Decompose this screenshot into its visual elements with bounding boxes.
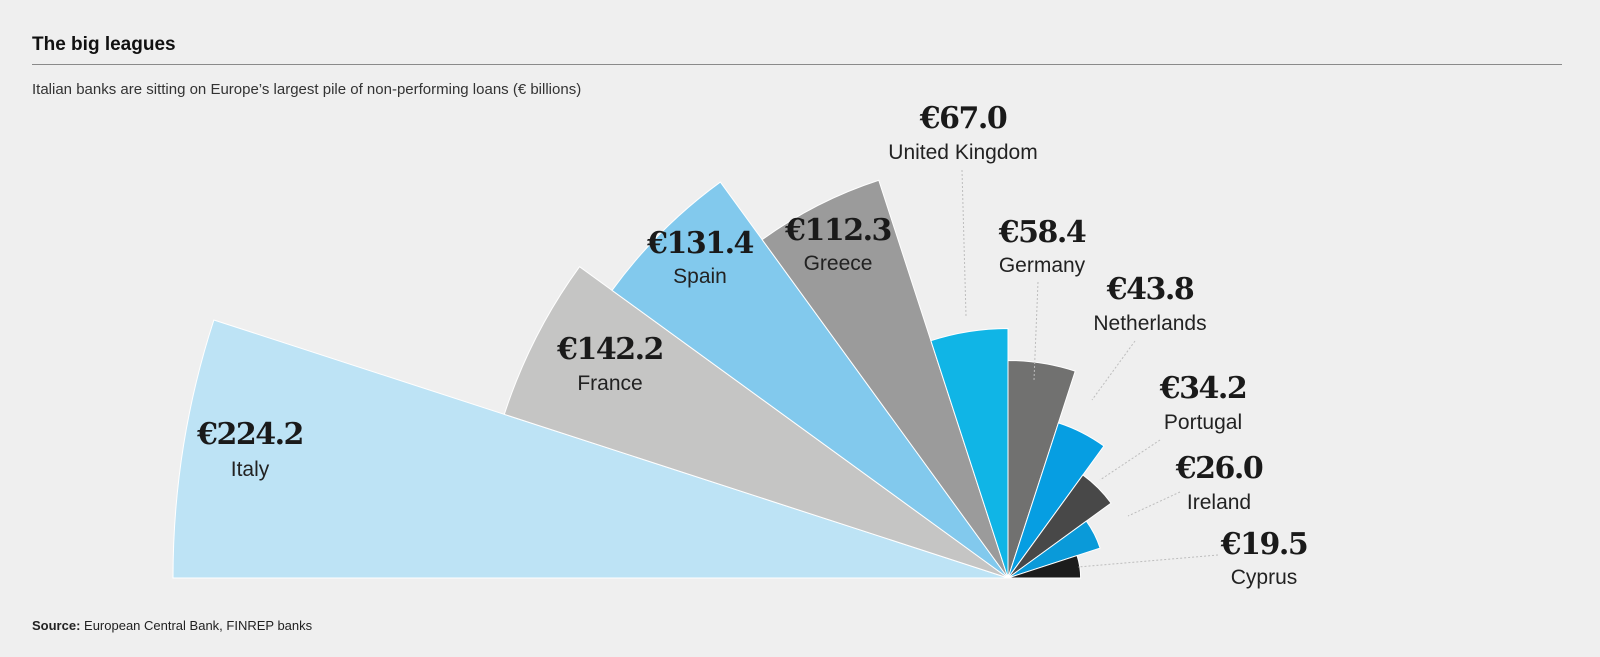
category-label-cyprus: Cyprus [1231,566,1298,589]
wedge-portugal [1007,474,1112,579]
value-label-cyprus: €19.5 [1220,527,1307,562]
source-label: Source: [32,618,81,633]
wedge-netherlands [1007,422,1105,579]
wedge-ireland [1007,520,1101,579]
category-label-italy: Italy [231,458,270,481]
category-label-united-kingdom: United Kingdom [888,141,1037,164]
value-label-france: €142.2 [556,332,663,367]
wedge-spain [611,181,1009,579]
leader-line-netherlands [1091,340,1136,401]
wedge-cyprus [1007,554,1082,579]
category-label-ireland: Ireland [1187,491,1251,514]
category-label-greece: Greece [804,252,873,275]
wedge-germany [1007,359,1076,579]
category-label-netherlands: Netherlands [1093,312,1206,335]
leader-line-united-kingdom [961,169,967,317]
value-label-united-kingdom: €67.0 [919,101,1007,136]
value-label-spain: €131.4 [646,226,753,261]
category-label-spain: Spain [673,265,727,288]
leader-line-germany [1033,281,1039,381]
value-label-portugal: €34.2 [1159,371,1246,406]
category-label-france: France [577,372,642,395]
chart-title: The big leagues [32,34,176,55]
leader-line-cyprus [1077,554,1219,568]
leader-line-ireland [1127,491,1181,517]
category-label-germany: Germany [999,254,1086,277]
chart-subtitle: Italian banks are sitting on Europe’s la… [32,81,582,98]
value-label-ireland: €26.0 [1175,451,1263,486]
category-label-portugal: Portugal [1164,411,1242,434]
source-text: European Central Bank, FINREP banks [84,618,313,633]
leader-line-portugal [1099,439,1161,481]
value-label-greece: €112.3 [784,213,891,248]
wedge-united-kingdom [930,327,1009,579]
value-label-italy: €224.2 [196,417,303,452]
wedge-france [503,266,1009,579]
value-label-germany: €58.4 [998,215,1086,250]
title-divider [32,64,1562,65]
value-label-netherlands: €43.8 [1106,272,1194,307]
wedge-greece [761,179,1009,579]
wedge-italy [172,319,1009,579]
source-note: Source: European Central Bank, FINREP ba… [32,618,312,633]
